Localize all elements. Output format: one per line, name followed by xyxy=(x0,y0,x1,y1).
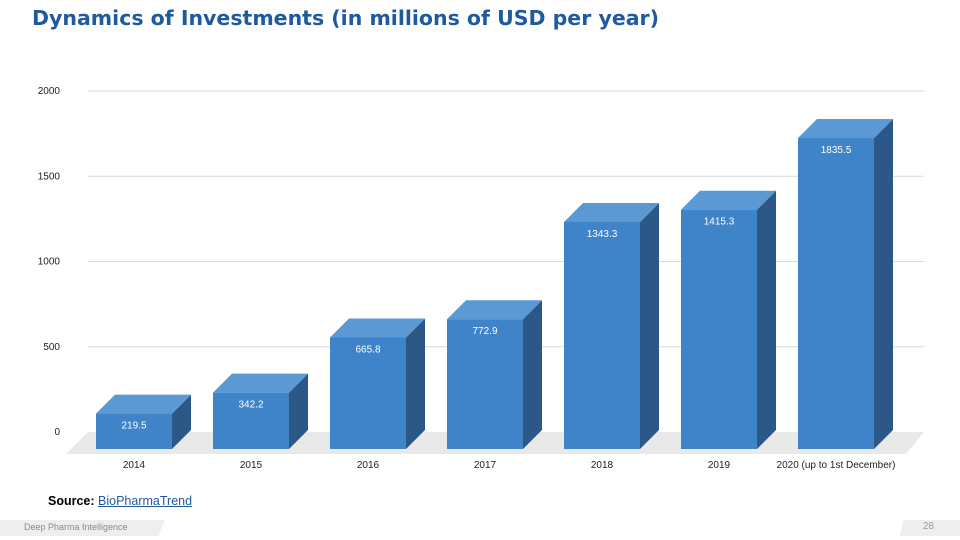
x-tick-label: 2016 xyxy=(357,460,380,471)
bar-side xyxy=(289,373,308,449)
y-tick-label: 0 xyxy=(54,427,60,438)
y-tick-label: 1000 xyxy=(38,257,61,268)
bar-front xyxy=(96,413,172,449)
page-title: Dynamics of Investments (in millions of … xyxy=(32,6,660,30)
bar-side xyxy=(406,318,425,449)
data-label: 665.8 xyxy=(355,344,380,355)
bar: 1343.3 xyxy=(564,202,659,449)
bar-side xyxy=(523,300,542,449)
bar-side xyxy=(640,202,659,449)
data-label: 772.9 xyxy=(472,326,497,337)
source-line: Source: BioPharmaTrend xyxy=(48,494,192,508)
y-tick-label: 500 xyxy=(43,342,60,353)
bar-front xyxy=(330,337,406,449)
y-tick-label: 2000 xyxy=(38,86,61,97)
bar: 1835.5 xyxy=(798,119,893,450)
bar-top xyxy=(798,119,893,139)
footer-left-tab xyxy=(0,520,165,536)
bar: 772.9 xyxy=(447,300,542,449)
data-label: 1343.3 xyxy=(587,229,618,240)
data-label: 342.2 xyxy=(238,400,263,411)
x-axis-ticks: 2014 2015 2016 2017 2018 2019 2020 (up to 1st … xyxy=(123,460,896,471)
bar-top xyxy=(447,300,542,320)
footer-brand: Deep Pharma Intelligence xyxy=(24,522,128,532)
bar-top xyxy=(564,202,659,222)
bar: 342.2 xyxy=(213,373,308,449)
x-tick-label: 2017 xyxy=(474,460,497,471)
data-label: 219.5 xyxy=(121,421,146,432)
bar-top xyxy=(213,373,308,393)
bar-front xyxy=(681,209,757,449)
bar-top xyxy=(681,190,776,210)
x-tick-label: 2020 (up to 1st December) xyxy=(777,460,896,471)
bar-front xyxy=(447,319,523,449)
data-label: 1835.5 xyxy=(821,145,852,156)
source-link[interactable]: BioPharmaTrend xyxy=(98,494,193,508)
page-number: 28 xyxy=(922,521,934,532)
source-label: Source: xyxy=(48,494,95,508)
x-tick-label: 2019 xyxy=(708,460,731,471)
bar-top xyxy=(96,394,191,414)
bar-side xyxy=(757,190,776,449)
bar-front xyxy=(798,138,874,450)
bar: 1415.3 xyxy=(681,190,776,449)
x-tick-label: 2014 xyxy=(123,460,146,471)
investment-bar-chart: 0 500 1000 1500 2000 219.5 342.2 665.8 772.9 134… xyxy=(38,86,924,471)
bars: 219.5 342.2 665.8 772.9 1343.3 1415.3 1835.5 xyxy=(96,119,893,450)
y-tick-label: 1500 xyxy=(38,171,61,182)
bar-top xyxy=(330,318,425,338)
data-label: 1415.3 xyxy=(704,217,735,228)
bar-side xyxy=(874,119,893,450)
bar: 219.5 xyxy=(96,394,191,449)
bar-front xyxy=(213,392,289,449)
bar-front xyxy=(564,221,640,449)
x-tick-label: 2015 xyxy=(240,460,263,471)
footer-right-tab xyxy=(900,520,960,536)
x-tick-label: 2018 xyxy=(591,460,614,471)
bar-side xyxy=(172,394,191,449)
bar: 665.8 xyxy=(330,318,425,449)
y-axis-ticks: 0 500 1000 1500 2000 xyxy=(38,86,61,438)
